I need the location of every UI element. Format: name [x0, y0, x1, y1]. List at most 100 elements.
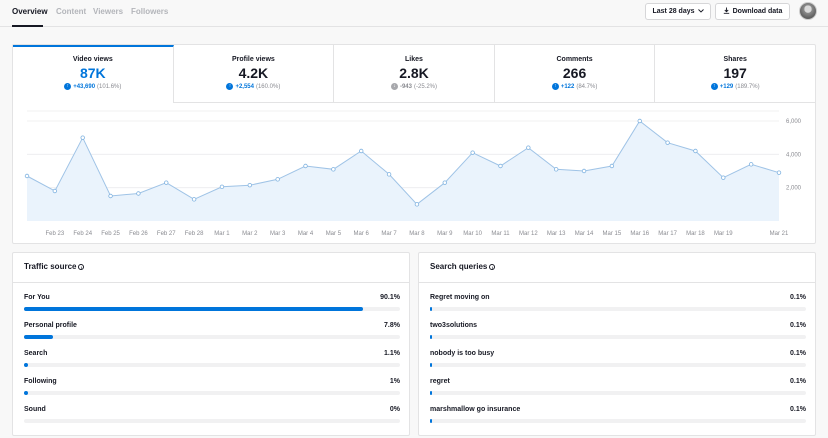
data-point[interactable]: [359, 148, 364, 154]
x-tick-label: Mar 15: [603, 231, 622, 237]
progress-fill: [430, 363, 432, 367]
x-tick-label: Mar 2: [242, 231, 258, 237]
change-value: +129: [719, 83, 734, 90]
metric-value: 87K: [79, 65, 106, 81]
row-label: Following: [24, 378, 57, 385]
progress-track: [430, 391, 806, 395]
arrow-up-icon: ↑: [551, 83, 559, 90]
list-item[interactable]: Regret moving on 0.1%: [430, 294, 806, 312]
data-point[interactable]: [470, 150, 475, 155]
data-point[interactable]: [693, 148, 698, 154]
metric-profile-views[interactable]: Profile views 4.2K ↑ +2,554 (160.0%): [173, 45, 335, 103]
tab-overview[interactable]: Overview: [12, 7, 48, 16]
tab-content[interactable]: Content: [56, 7, 87, 16]
list-item[interactable]: Sound 0%: [24, 406, 400, 424]
data-point[interactable]: [665, 140, 670, 145]
row-value: 0.1%: [790, 322, 806, 329]
data-point[interactable]: [553, 167, 559, 172]
row-label: nobody is too busy: [430, 350, 495, 357]
data-point[interactable]: [609, 163, 615, 169]
data-point[interactable]: [776, 170, 782, 175]
list-item[interactable]: Search 1.1%: [24, 350, 400, 368]
change-percent: (84.7%): [576, 83, 598, 90]
data-point[interactable]: [24, 173, 30, 179]
data-point[interactable]: [191, 197, 197, 202]
data-point[interactable]: [637, 118, 642, 124]
row-value: 0.1%: [790, 406, 806, 413]
avatar[interactable]: [799, 2, 817, 20]
data-point[interactable]: [331, 167, 336, 172]
list-item[interactable]: Following 1%: [24, 378, 400, 396]
info-icon[interactable]: i: [489, 263, 496, 270]
metric-comments[interactable]: Comments 266 ↑ +122 (84.7%): [494, 45, 656, 103]
row-label: marshmallow go insurance: [430, 406, 521, 413]
row-label: two3solutions: [430, 322, 478, 329]
arrow-up-icon: ↑: [710, 83, 718, 90]
data-point[interactable]: [303, 163, 308, 169]
metric-change: ↑ +43,690 (101.6%): [13, 83, 173, 90]
traffic-source-title: Traffic source: [24, 262, 77, 271]
progress-track: [24, 391, 400, 395]
change-value: +43,690: [73, 83, 96, 90]
search-queries-panel: Search queries i Regret moving on 0.1% two…: [418, 252, 816, 436]
x-tick-label: Mar 18: [686, 231, 705, 237]
metric-change: ↑ +2,554 (160.0%): [174, 83, 334, 90]
list-item[interactable]: For You 90.1%: [24, 294, 400, 312]
tab-viewers[interactable]: Viewers: [93, 7, 124, 16]
list-item[interactable]: regret 0.1%: [430, 378, 806, 396]
progress-fill: [430, 335, 432, 339]
x-tick-label: Mar 14: [575, 231, 594, 237]
change-value: +2,554: [235, 83, 254, 90]
metric-video-views[interactable]: Video views 87K ↑ +43,690 (101.6%): [13, 45, 174, 103]
data-point[interactable]: [748, 162, 754, 167]
tab-followers[interactable]: Followers: [131, 7, 169, 16]
list-item[interactable]: Personal profile 7.8%: [24, 322, 400, 340]
data-point[interactable]: [414, 202, 420, 207]
data-point[interactable]: [526, 145, 531, 150]
change-percent: (160.0%): [255, 83, 281, 90]
x-tick-label: Mar 3: [270, 231, 286, 237]
metric-likes[interactable]: Likes 2.8K ↓ -943 (-25.2%): [334, 45, 495, 103]
metric-change: ↑ +129 (189.7%): [655, 83, 815, 90]
traffic-source-panel: Traffic source i For You 90.1% Personal pr…: [12, 252, 410, 436]
y-tick-label: 6,000: [786, 119, 802, 125]
data-point[interactable]: [275, 177, 280, 182]
data-point[interactable]: [136, 191, 141, 196]
series-line: [26, 120, 780, 205]
data-point[interactable]: [498, 163, 503, 169]
data-point[interactable]: [247, 182, 253, 188]
change-percent: (101.6%): [97, 83, 122, 90]
info-icon[interactable]: i: [78, 263, 85, 270]
download-data-button[interactable]: Download data: [715, 3, 790, 20]
list-item[interactable]: nobody is too busy 0.1%: [430, 350, 806, 368]
data-point[interactable]: [442, 180, 447, 185]
date-range-select[interactable]: Last 28 days: [645, 3, 711, 20]
data-point[interactable]: [52, 188, 58, 194]
data-point[interactable]: [164, 180, 169, 185]
list-item[interactable]: two3solutions 0.1%: [430, 322, 806, 340]
x-tick-label: Mar 12: [519, 231, 538, 237]
date-range-label: Last 28 days: [652, 8, 695, 15]
metric-shares[interactable]: Shares 197 ↑ +129 (189.7%): [655, 45, 815, 103]
overview-card: Video views 87K ↑ +43,690 (101.6%) Profi…: [12, 44, 816, 244]
row-label: Search: [24, 350, 48, 357]
data-point[interactable]: [581, 168, 587, 174]
data-point[interactable]: [721, 175, 726, 180]
metric-value: 4.2K: [238, 65, 269, 81]
list-item[interactable]: marshmallow go insurance 0.1%: [430, 406, 806, 424]
progress-track: [24, 307, 400, 311]
x-tick-label: Feb 24: [73, 231, 92, 237]
data-point[interactable]: [108, 193, 113, 199]
video-views-chart[interactable]: 2,000 4,000 6,000 Feb 23 Feb 24 Feb 25 Feb 26 F…: [13, 105, 815, 243]
data-point[interactable]: [386, 172, 392, 177]
row-label: Regret moving on: [430, 294, 490, 301]
data-point[interactable]: [80, 135, 85, 140]
data-point[interactable]: [219, 184, 225, 190]
progress-track: [430, 335, 806, 339]
x-tick-label: Mar 16: [630, 231, 649, 237]
metric-change: ↓ -943 (-25.2%): [334, 83, 494, 90]
change-value: +122: [560, 83, 575, 90]
x-tick-label: Mar 4: [298, 231, 314, 237]
metric-change: ↑ +122 (84.7%): [495, 83, 655, 90]
x-tick-label: Mar 11: [491, 231, 510, 237]
